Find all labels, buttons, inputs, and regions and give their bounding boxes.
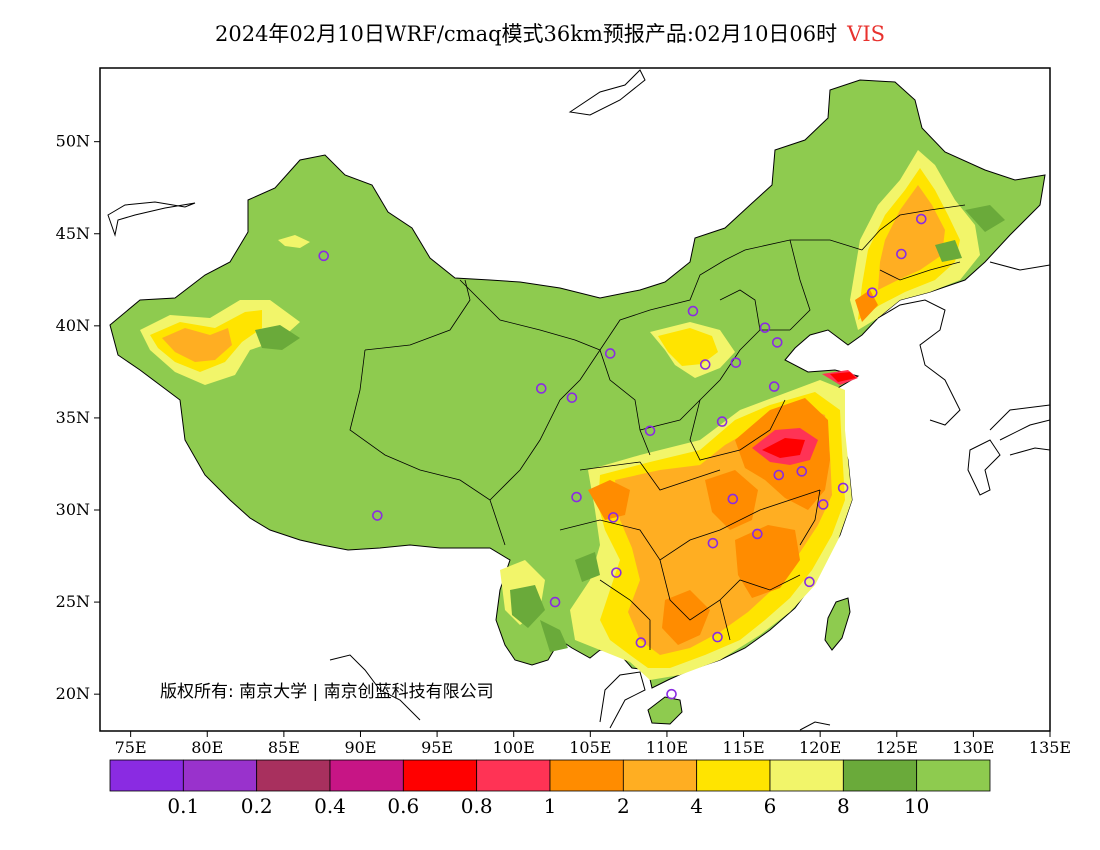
map-canvas: 版权所有: 南京大学 | 南京创蓝科技有限公司 (100, 68, 1050, 731)
lat-tick-label: 40N (56, 316, 90, 335)
legend-label: 4 (690, 794, 703, 818)
city-station-marker (866, 287, 878, 298)
lon-tick-label: 135E (1029, 738, 1071, 757)
lon-tick-label: 85E (268, 738, 300, 757)
legend-label: 0.4 (314, 794, 346, 818)
lat-tick-label: 30N (56, 500, 90, 519)
visibility-zone-8-dark (255, 205, 1005, 652)
city-station-marker (535, 383, 547, 394)
legend-label: 8 (837, 794, 850, 818)
legend-swatch (769, 759, 844, 792)
city-station-marker (716, 416, 728, 427)
legend-swatch (476, 759, 551, 792)
city-station-marker (666, 688, 677, 700)
legend-swatch (696, 759, 771, 792)
lon-tick-label: 105E (569, 738, 611, 757)
legend-label: 0.1 (167, 794, 199, 818)
city-station-marker (318, 250, 330, 262)
lon-tick-label: 125E (876, 738, 918, 757)
copyright-notice: 版权所有: 南京大学 | 南京创蓝科技有限公司 (160, 682, 494, 702)
lon-tick-label: 120E (799, 738, 841, 757)
legend-label: 0.6 (387, 794, 419, 818)
city-station-marker (635, 637, 647, 648)
visibility-zone-0-8 (762, 372, 856, 458)
city-station-marker (817, 499, 829, 510)
city-station-marker (804, 576, 815, 588)
city-station-marker (752, 528, 763, 540)
lat-tick-label: 50N (56, 132, 90, 151)
provincial-boundaries (349, 204, 966, 650)
city-station-marker (759, 322, 771, 333)
station-markers (318, 213, 927, 700)
lon-tick-label: 75E (115, 738, 147, 757)
city-station-marker (730, 357, 742, 368)
legend-swatch (109, 759, 184, 792)
legend-label: 1 (544, 794, 557, 818)
latitude-axis: 20N 25N 30N 35N 40N 45N 50N (56, 132, 100, 703)
lat-tick-label: 25N (56, 592, 90, 611)
lon-tick-label: 80E (191, 738, 223, 757)
lat-tick-label: 45N (56, 224, 90, 243)
lon-tick-label: 95E (421, 738, 453, 757)
neighbor-coastlines (107, 69, 1050, 731)
legend-label: 0.8 (461, 794, 493, 818)
legend-swatch (622, 759, 698, 792)
map-title: 2024年02月10日WRF/cmaq模式36km预报产品:02月10日06时 V… (0, 18, 1100, 48)
lon-tick-label: 100E (493, 738, 535, 757)
city-station-marker (604, 348, 616, 359)
city-station-marker (566, 392, 578, 403)
city-station-marker (771, 337, 783, 348)
title-variable: VIS (847, 22, 886, 46)
visibility-legend: 0.1 0.2 0.4 0.6 0.8 1 2 4 6 8 10 (109, 759, 991, 818)
hainan-island (647, 696, 683, 725)
lon-tick-label: 110E (646, 738, 688, 757)
city-station-marker (611, 567, 622, 578)
legend-swatch (402, 759, 478, 792)
city-station-marker (571, 491, 582, 503)
city-station-marker (896, 248, 907, 260)
city-station-marker (773, 469, 785, 481)
legend-label: 2 (617, 794, 630, 818)
city-station-marker (796, 466, 808, 477)
lon-tick-label: 115E (722, 738, 764, 757)
lon-tick-label: 90E (344, 738, 376, 757)
legend-swatch (329, 759, 404, 792)
legend-swatch (842, 759, 918, 792)
city-station-marker (644, 425, 656, 437)
city-station-marker (372, 510, 383, 521)
city-station-marker (768, 381, 780, 392)
legend-swatch (182, 759, 258, 792)
city-station-marker (549, 596, 561, 608)
lat-tick-label: 35N (56, 408, 90, 427)
longitude-axis: 75E 80E 85E 90E 95E 100E 105E 110E 115E 120E 125E 1… (115, 731, 1071, 757)
city-station-marker (727, 493, 739, 505)
city-station-marker (837, 482, 849, 494)
city-station-marker (712, 631, 723, 643)
taiwan-island (824, 597, 851, 651)
legend-label: 0.2 (241, 794, 273, 818)
map-frame (99, 67, 1051, 732)
lon-tick-label: 130E (952, 738, 994, 757)
lat-tick-label: 20N (56, 684, 90, 703)
legend-swatch (916, 759, 991, 792)
legend-label: 10 (904, 794, 929, 818)
legend-swatch (256, 759, 331, 792)
city-station-marker (608, 512, 619, 523)
city-station-marker (687, 305, 699, 317)
legend-label: 6 (764, 794, 777, 818)
title-main: 2024年02月10日WRF/cmaq模式36km预报产品:02月10日06时 (214, 22, 838, 46)
city-station-marker (707, 537, 719, 549)
legend-swatch (549, 759, 624, 792)
city-station-marker (915, 213, 927, 225)
city-station-marker (699, 359, 711, 370)
